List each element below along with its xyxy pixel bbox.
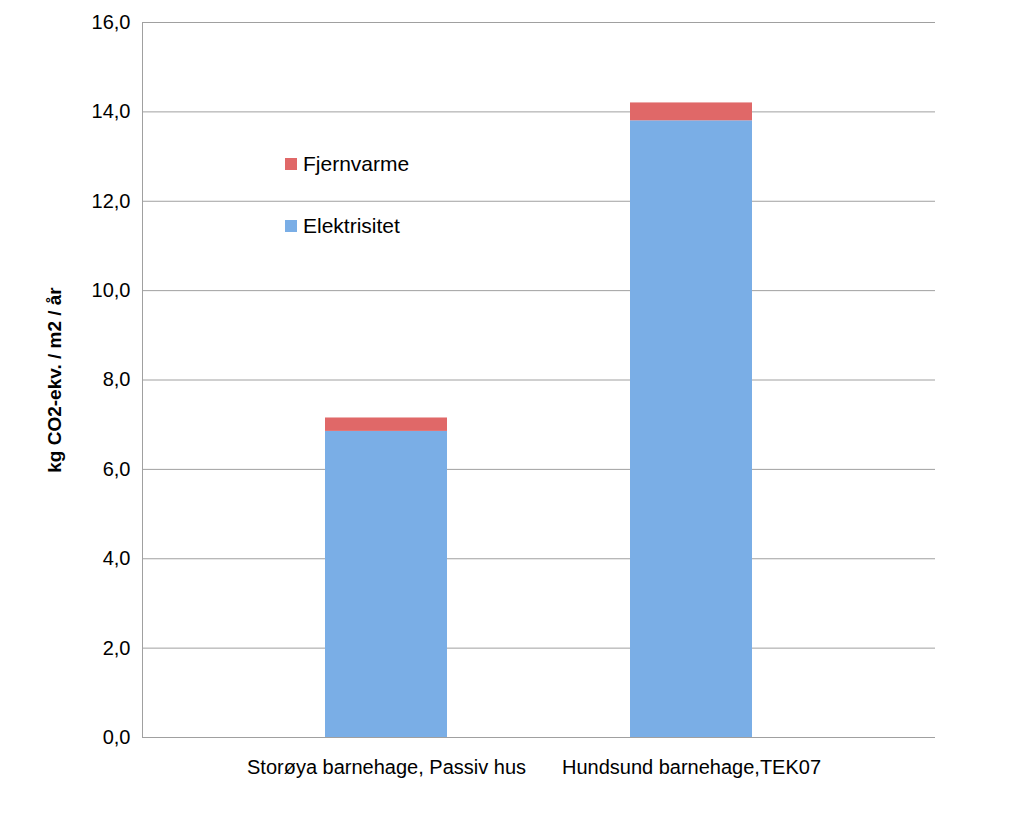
html-text:Elektrisitet: Elektrisitet — [303, 214, 400, 237]
svg-text:Hundsund barnehage,TEK07: Hundsund barnehage,TEK07 — [562, 756, 821, 778]
svg-text:10,0: 10,0 — [92, 279, 131, 301]
html-text:Fjernvarme: Fjernvarme — [303, 152, 410, 175]
svg-text:kg CO2-ekv. / m2 / år: kg CO2-ekv. / m2 / år — [44, 287, 65, 473]
svg-text:16,0: 16,0 — [92, 11, 131, 33]
svg-text:14,0: 14,0 — [92, 100, 131, 122]
svg-text:12,0: 12,0 — [92, 190, 131, 212]
svg-text:8,0: 8,0 — [103, 368, 131, 390]
svg-text:6,0: 6,0 — [103, 458, 131, 480]
svg-text:Storøya barnehage, Passiv hus: Storøya barnehage, Passiv hus — [247, 756, 526, 778]
svg-text:4,0: 4,0 — [103, 547, 131, 569]
svg-text:2,0: 2,0 — [103, 637, 131, 659]
svg-text:0,0: 0,0 — [103, 726, 131, 748]
